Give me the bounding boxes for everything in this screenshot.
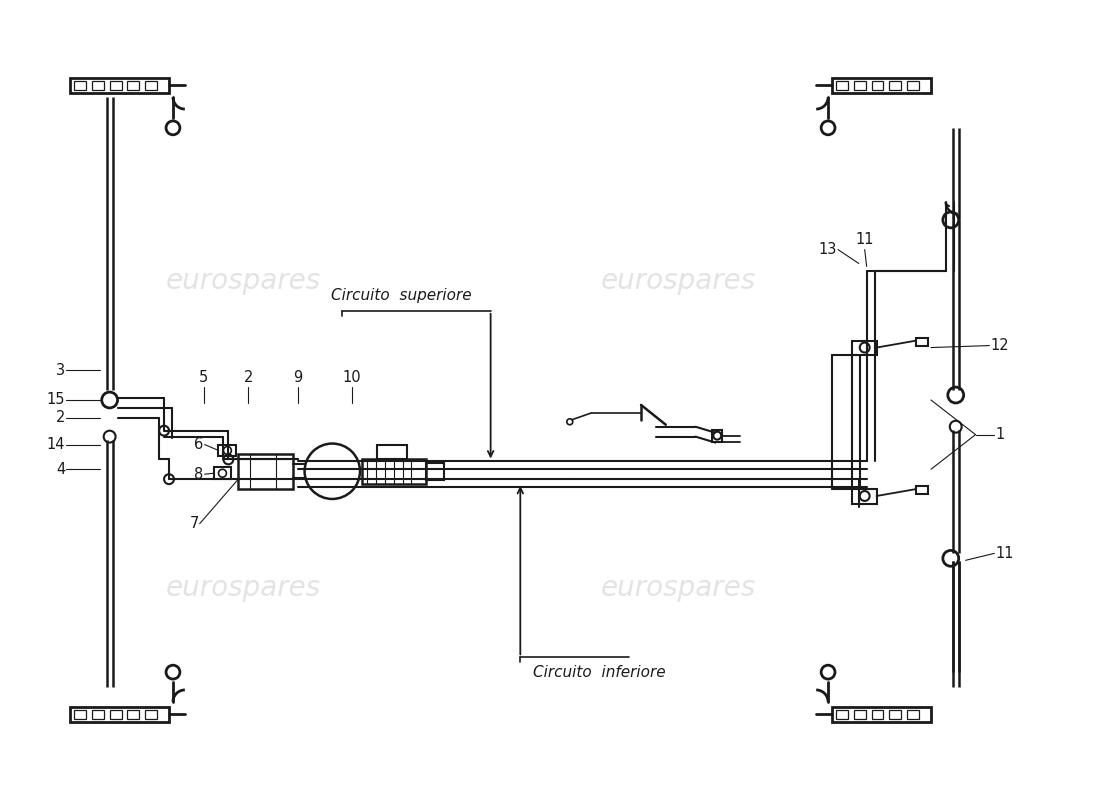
Bar [832,706,931,722]
Bar [377,445,407,459]
Bar [871,710,883,718]
Bar [128,710,140,718]
Text: 15: 15 [46,393,65,407]
Text: eurospares: eurospares [166,574,321,602]
Bar [70,706,169,722]
Bar [427,463,444,480]
Bar [916,338,928,346]
Text: 11: 11 [996,546,1014,561]
Text: 10: 10 [343,370,362,385]
Text: Circuito  inferiore: Circuito inferiore [534,666,666,680]
Text: 12: 12 [990,338,1009,353]
Bar [70,78,169,94]
Bar [916,486,928,494]
Bar [908,710,920,718]
Text: 3: 3 [56,363,65,378]
Text: eurospares: eurospares [166,267,321,295]
Text: 6: 6 [195,437,204,452]
Bar [713,430,723,442]
Bar [832,78,931,94]
Text: 8: 8 [195,466,204,482]
Bar [851,341,877,355]
Text: Circuito  superiore: Circuito superiore [331,288,472,303]
Bar [890,82,901,90]
Text: 2: 2 [56,410,65,426]
Bar [362,459,427,484]
Bar [854,710,866,718]
Bar [145,82,157,90]
Text: 14: 14 [46,437,65,452]
Bar [239,454,293,489]
Text: 9: 9 [293,370,303,385]
Text: 4: 4 [56,462,65,477]
Bar [836,82,848,90]
Bar [110,82,121,90]
Bar [851,489,877,504]
Bar [836,710,848,718]
Bar [74,82,86,90]
Text: 5: 5 [199,370,208,385]
Bar [74,710,86,718]
Bar [908,82,920,90]
Text: eurospares: eurospares [601,267,757,295]
Bar [219,445,236,457]
Text: 2: 2 [243,370,253,385]
Text: 7: 7 [189,516,199,531]
Bar [890,710,901,718]
Text: 11: 11 [856,232,873,246]
Text: 1: 1 [996,427,1004,442]
Bar [871,82,883,90]
Bar [145,710,157,718]
Text: 13: 13 [818,242,837,257]
Bar [213,467,231,479]
Bar [128,82,140,90]
Bar [854,82,866,90]
Bar [91,82,103,90]
Text: eurospares: eurospares [601,574,757,602]
Bar [91,710,103,718]
Bar [110,710,121,718]
